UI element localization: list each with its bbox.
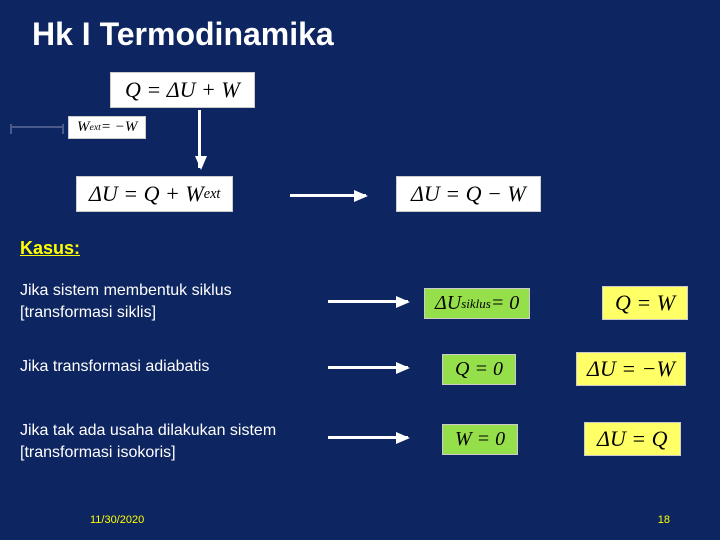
arrow-down-icon (198, 110, 201, 168)
formula-qw: Q = W (602, 286, 688, 320)
formula-text: Q = 0 (455, 358, 503, 381)
footer-date: 11/30/2020 (90, 514, 144, 526)
formula-q0: Q = 0 (442, 354, 516, 385)
formula-w0: W = 0 (442, 424, 518, 455)
case-line: [transformasi isokoris] (20, 444, 176, 461)
formula-text: Q = W (615, 290, 675, 316)
formula-text: ΔU = Q − W (411, 181, 526, 207)
page-title: Hk I Termodinamika (32, 16, 334, 53)
formula-du-qw: ΔU = Q + Wext (76, 176, 233, 212)
formula-duw: ΔU = −W (576, 352, 686, 386)
case-line: Jika sistem membentuk siklus (20, 282, 232, 299)
formula-text: ΔU = −W (587, 356, 675, 382)
arrow-right-icon (328, 366, 408, 369)
formula-wext: Wext = −W (68, 116, 146, 139)
formula-text: Q = ΔU + W (125, 77, 240, 103)
formula-siklus: ΔUsiklus = 0 (424, 288, 530, 319)
cases-heading: Kasus: (20, 238, 80, 259)
case-3-text: Jika tak ada usaha dilakukan sistem [tra… (20, 420, 276, 463)
arrow-right-icon (328, 300, 408, 303)
formula-duq: ΔU = Q (584, 422, 681, 456)
formula-text: W = 0 (455, 428, 505, 451)
formula-du-qmw: ΔU = Q − W (396, 176, 541, 212)
case-line: [transformasi siklis] (20, 304, 156, 321)
formula-text: ΔU = Q (597, 426, 668, 452)
footer-page-number: 18 (658, 514, 670, 526)
decor-line (10, 126, 64, 128)
arrow-right-icon (290, 194, 366, 197)
arrow-right-icon (328, 436, 408, 439)
formula-main: Q = ΔU + W (110, 72, 255, 108)
case-line: Jika transformasi adiabatis (20, 358, 209, 375)
case-line: Jika tak ada usaha dilakukan sistem (20, 422, 276, 439)
case-2-text: Jika transformasi adiabatis (20, 356, 209, 378)
case-1-text: Jika sistem membentuk siklus [transforma… (20, 280, 232, 323)
